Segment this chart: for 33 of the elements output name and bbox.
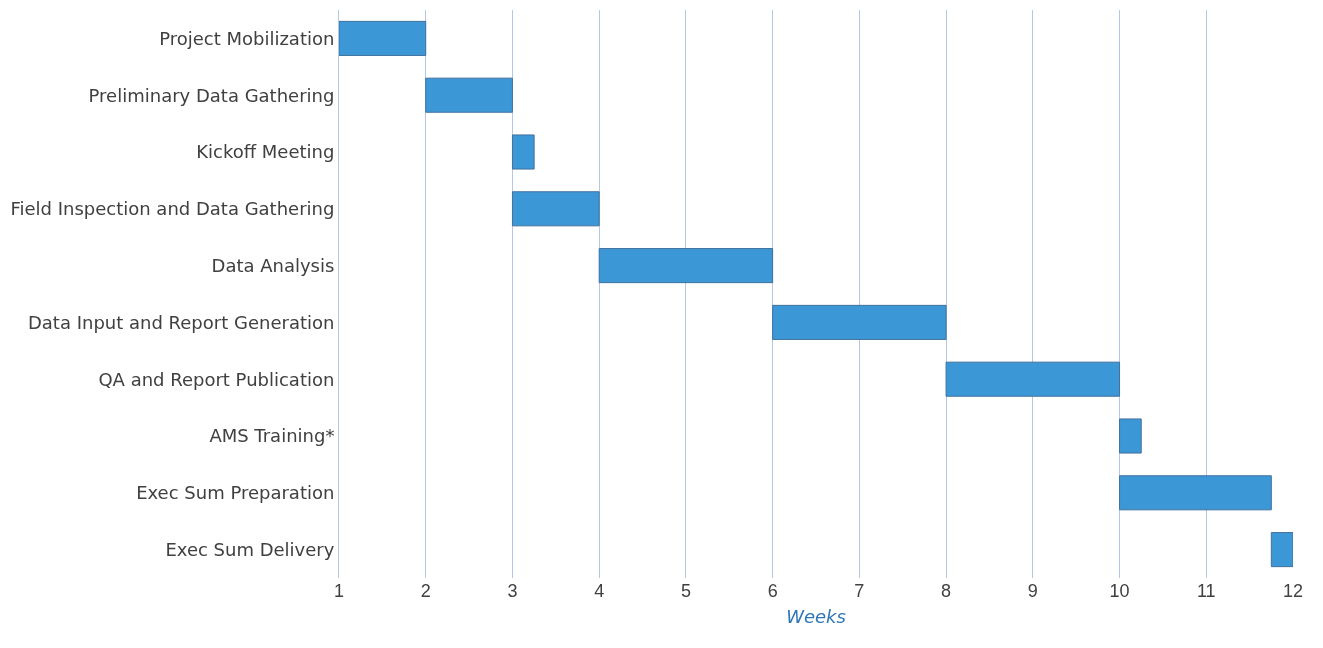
bar xyxy=(339,20,427,56)
x-tick-label: 2 xyxy=(420,581,431,601)
x-tick-label: 3 xyxy=(507,581,518,601)
y-tick-label: Exec Sum Preparation xyxy=(136,482,335,504)
y-tick-label: Kickoff Meeting xyxy=(196,141,335,163)
bar xyxy=(1270,532,1293,568)
x-tick-label: 4 xyxy=(594,581,605,601)
x-tick-label: 7 xyxy=(854,581,865,601)
y-tick-label: AMS Training* xyxy=(209,425,335,447)
x-tick-label: 9 xyxy=(1027,581,1038,601)
y-tick-label: Project Mobilization xyxy=(159,27,335,49)
y-tick-label: QA and Report Publication xyxy=(98,368,335,390)
bar xyxy=(598,248,774,284)
bar xyxy=(511,191,600,227)
bar xyxy=(425,77,513,113)
bar xyxy=(1119,475,1272,511)
y-tick-label: Data Analysis xyxy=(211,254,335,276)
bar xyxy=(1119,418,1142,454)
y-tick-label: Preliminary Data Gathering xyxy=(88,84,335,106)
x-tick-label: 1 xyxy=(333,581,345,601)
x-tick-label: 6 xyxy=(767,581,778,601)
bar xyxy=(772,304,947,340)
x-tick-label: 10 xyxy=(1109,581,1130,601)
y-tick-label: Field Inspection and Data Gathering xyxy=(10,198,335,220)
x-tick-label: 5 xyxy=(680,581,691,601)
x-tick-label: 12 xyxy=(1282,581,1304,601)
x-tick-label: 11 xyxy=(1196,581,1216,601)
bar xyxy=(945,361,1121,397)
y-tick-label: Exec Sum Delivery xyxy=(165,538,335,560)
y-tick-label: Data Input and Report Generation xyxy=(27,311,335,333)
x-tick-label: 8 xyxy=(941,581,952,601)
x-axis-title: Weeks xyxy=(786,606,846,628)
bar xyxy=(511,134,535,170)
